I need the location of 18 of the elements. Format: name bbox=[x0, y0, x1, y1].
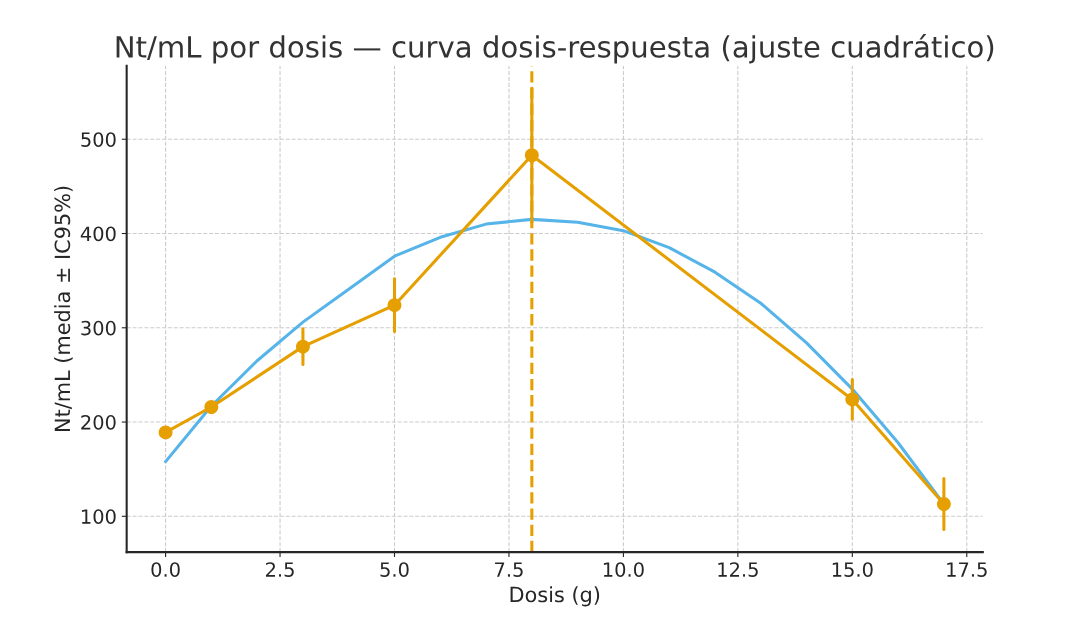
x-tick-label: 17.5 bbox=[947, 562, 987, 577]
point bbox=[158, 425, 173, 440]
point bbox=[204, 400, 219, 414]
y-tick-label: 100 bbox=[81, 509, 116, 524]
x-axis-title: Dosis (g) bbox=[510, 586, 600, 607]
y-tick-label: 500 bbox=[81, 132, 116, 147]
y-tick-label: 200 bbox=[81, 415, 116, 430]
x-tick-label: 7.5 bbox=[495, 562, 523, 577]
y-tick-label: 400 bbox=[80, 226, 116, 242]
x-tick-label: 0.0 bbox=[151, 562, 180, 577]
chart-title: Nt/mL por dosis — curva dosis-respuesta (ajuste cuadrático) bbox=[116, 34, 994, 64]
x-tick-label: 2.5 bbox=[266, 562, 294, 577]
x-tick-label: 12.5 bbox=[718, 562, 758, 577]
y-tick-label: 300 bbox=[81, 320, 116, 336]
x-tick-label: 15.0 bbox=[832, 562, 873, 577]
x-tick-label: 5.0 bbox=[380, 562, 409, 577]
y-axis-title: Nt/mL (media ± IC95%) bbox=[54, 186, 73, 431]
x-tick-label: 10.0 bbox=[603, 562, 644, 577]
